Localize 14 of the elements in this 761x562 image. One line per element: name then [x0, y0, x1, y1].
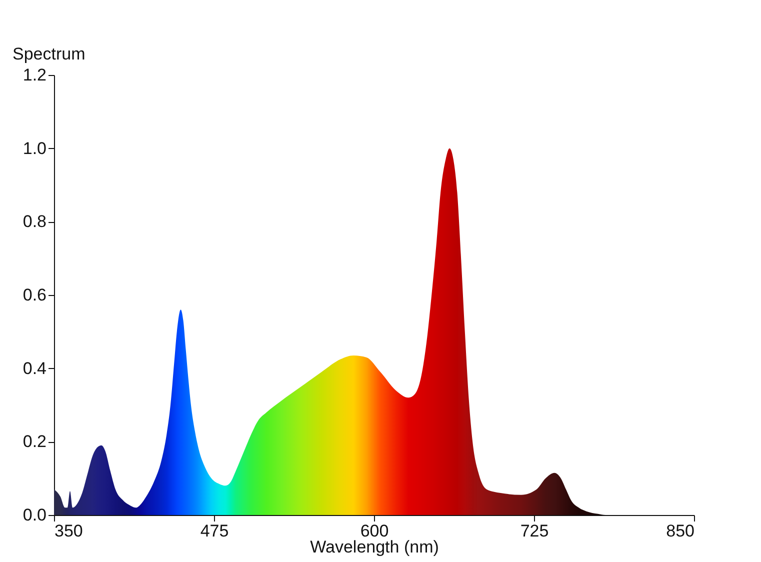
- y-axis-title: Spectrum: [12, 44, 86, 64]
- y-tick-label: 0.8: [22, 212, 46, 232]
- x-tick-label: 350: [54, 522, 83, 540]
- y-tick-label: 1.2: [22, 66, 46, 84]
- y-tick-label: 0.2: [22, 432, 46, 452]
- x-tick-label: 600: [360, 522, 389, 540]
- x-tick-label: 850: [666, 522, 694, 540]
- x-tick-label: 725: [520, 522, 549, 540]
- y-tick-label: 0.6: [22, 286, 46, 304]
- y-tick-label: 0.4: [22, 358, 46, 378]
- x-axis-title: Wavelength (nm): [310, 538, 439, 556]
- x-tick-label: 475: [200, 522, 229, 540]
- y-tick-label: 1.0: [22, 138, 46, 158]
- y-tick-label: 0.0: [22, 506, 46, 524]
